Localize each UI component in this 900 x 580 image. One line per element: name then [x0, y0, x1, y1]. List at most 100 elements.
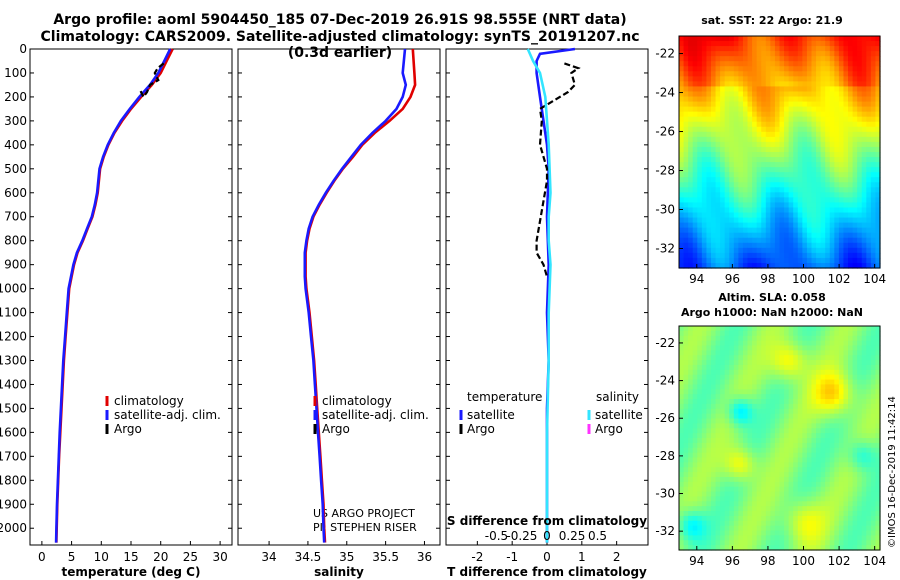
sst-map-cell — [679, 136, 685, 143]
sst-map-cell — [802, 242, 808, 249]
sla-map-cell — [679, 350, 685, 356]
sst-map-cell — [679, 197, 685, 204]
sst-map-cell — [820, 91, 826, 98]
sst-map-cell — [761, 257, 767, 264]
sla-map-cell — [816, 374, 822, 381]
sla-map-cell — [692, 345, 698, 351]
sla-map-cell — [742, 335, 749, 342]
sla-map-cell — [765, 506, 771, 512]
sla-map-cell — [825, 501, 831, 507]
sla-map-cell — [784, 476, 790, 483]
sst-map-cell — [829, 41, 835, 47]
sla-map-cell — [733, 379, 739, 386]
sla-map-cell — [692, 438, 698, 444]
sla-map-cell — [816, 452, 822, 459]
sst-map-cell — [715, 152, 721, 158]
sla-map-cell — [770, 447, 776, 454]
sla-map-cell — [875, 442, 881, 449]
sst-map-cell — [788, 36, 794, 42]
temperature-legend-label: satellite-adj. clim. — [114, 408, 221, 422]
sst-map-cell — [742, 237, 749, 244]
sla-map-cell — [765, 496, 771, 502]
sst-map-cell — [747, 207, 753, 214]
sst-map-cell — [820, 207, 826, 214]
sst-map-cell — [697, 237, 703, 244]
sst-map-cell — [793, 136, 799, 143]
sla-map-cell — [738, 481, 744, 488]
sla-map-cell — [724, 335, 730, 342]
sst-map-cell — [697, 81, 703, 88]
sla-map-cell — [733, 355, 739, 361]
sst-map-cell — [697, 61, 703, 67]
sst-map-cell — [861, 182, 867, 188]
sla-map-cell — [738, 418, 744, 424]
sst-map-cell — [875, 192, 881, 198]
sla-map-cell — [679, 389, 685, 395]
sst-map-cell — [779, 131, 785, 138]
sst-map-cell — [774, 46, 781, 52]
sla-map-cell — [843, 374, 849, 381]
sla-map-cell — [834, 326, 840, 332]
sst-map-cell — [733, 121, 739, 128]
sst-map-cell — [756, 172, 762, 178]
sla-map-cell — [724, 525, 730, 532]
sst-map-cell — [797, 61, 803, 67]
sla-map-cell — [834, 442, 840, 449]
sla-map-cell — [729, 447, 735, 454]
sst-map-cell — [834, 232, 840, 239]
sst-map-cell — [761, 227, 767, 234]
sla-map-cell — [770, 326, 776, 332]
sla-map-cell — [852, 389, 858, 395]
sst-map-cell — [688, 207, 694, 214]
sst-map-cell — [866, 172, 872, 178]
sst-map-cell — [742, 247, 749, 254]
sst-map-cell — [820, 121, 826, 128]
sst-map-cell — [802, 96, 808, 103]
sst-map-cell — [843, 157, 849, 163]
sla-map-cell — [857, 540, 863, 546]
sst-map-cell — [756, 121, 762, 128]
sla-map-cell — [729, 360, 735, 366]
sla-map-cell — [866, 535, 872, 541]
sla-map-cell — [724, 476, 730, 483]
sst-map-cell — [697, 141, 703, 148]
sst-map-cell — [770, 141, 776, 148]
sst-map-cell — [806, 101, 813, 108]
sst-map-cell — [706, 81, 712, 88]
sst-map-cell — [756, 131, 762, 138]
sst-map-cell — [774, 242, 781, 249]
sla-map-cell — [701, 506, 708, 512]
sla-map-cell — [761, 438, 767, 444]
sla-map-cell — [843, 423, 849, 429]
sst-map-cell — [861, 51, 867, 57]
sla-map-cell — [838, 540, 845, 546]
sla-map-cell — [820, 545, 826, 551]
sst-map-cell — [756, 141, 762, 148]
sst-map-cell — [811, 172, 817, 178]
sla-map-cell — [701, 530, 708, 536]
sla-map-cell — [825, 433, 831, 439]
sla-map-cell — [724, 374, 730, 381]
sst-map-cell — [793, 46, 799, 52]
sla-map-cell — [820, 520, 826, 527]
sst-map-cell — [820, 76, 826, 82]
sla-map-cell — [779, 545, 785, 551]
sla-map-cell — [797, 335, 803, 342]
sla-map-cell — [683, 438, 689, 444]
sst-map-cell — [765, 46, 771, 52]
sst-map-cell — [788, 202, 794, 209]
sst-map-cell — [820, 61, 826, 67]
sla-map-cell — [816, 326, 822, 332]
sst-map-cell — [724, 262, 730, 269]
sst-map-cell — [811, 192, 817, 198]
sst-map-cell — [774, 257, 781, 264]
sst-map-cell — [697, 121, 703, 128]
sst-map-cell — [788, 222, 794, 229]
sst-map-cell — [752, 126, 758, 133]
sst-map-cell — [706, 41, 712, 47]
sla-map-cell — [770, 476, 776, 483]
sst-map-frame — [678, 35, 881, 269]
sla-map-cell — [857, 369, 863, 376]
sla-map-cell — [820, 535, 826, 541]
sst-map-cell — [797, 207, 803, 214]
